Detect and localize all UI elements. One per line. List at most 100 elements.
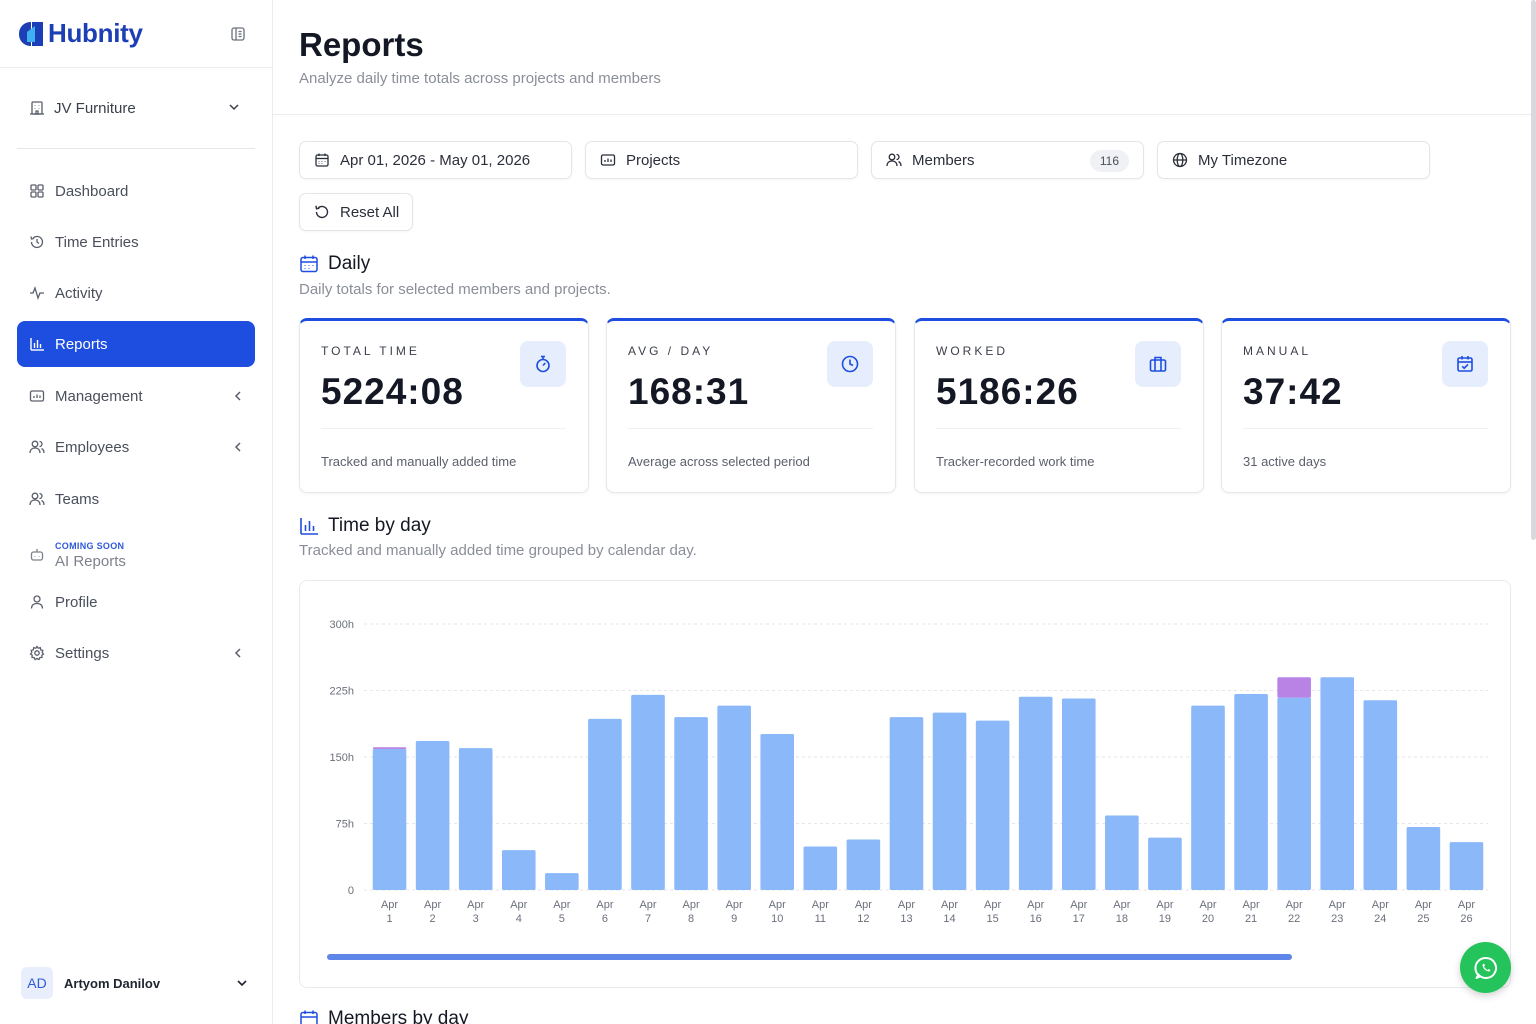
bar-tracked xyxy=(1018,696,1053,890)
sidebar-divider xyxy=(17,148,255,149)
sidebar-item-label: Management xyxy=(55,387,143,405)
bar-tracked xyxy=(717,705,751,890)
chevron-down-icon xyxy=(229,104,239,111)
x-tick-label: Apr xyxy=(1199,899,1216,911)
chevron-left-icon xyxy=(234,442,241,452)
sidebar-item-employees[interactable]: Employees xyxy=(17,424,255,470)
sidebar-item-label: Settings xyxy=(55,644,110,662)
folder-chart-icon xyxy=(29,390,45,402)
sidebar-item-profile[interactable]: Profile xyxy=(17,579,255,625)
sidebar-item-teams[interactable]: Teams xyxy=(17,476,255,522)
card-divider xyxy=(321,428,566,429)
bar-tracked xyxy=(932,712,967,890)
projects-filter[interactable]: Projects xyxy=(585,141,858,179)
x-tick-label: Apr xyxy=(1070,899,1087,911)
sidebar-item-label: Activity xyxy=(55,284,103,302)
sidebar-item-dashboard[interactable]: Dashboard xyxy=(17,168,255,214)
chevron-left-icon xyxy=(234,648,241,658)
page-scrollbar[interactable] xyxy=(1531,0,1536,540)
bar-tracked xyxy=(674,717,708,890)
x-tick-label: 21 xyxy=(1245,913,1257,925)
avatar: AD xyxy=(21,967,53,999)
x-tick-label: Apr xyxy=(812,899,829,911)
card-divider xyxy=(936,428,1181,429)
x-tick-label: Apr xyxy=(726,899,743,911)
x-tick-label: Apr xyxy=(1156,899,1173,911)
sidebar-item-reports[interactable]: Reports xyxy=(17,321,255,367)
x-tick-label: Apr xyxy=(424,899,441,911)
x-tick-label: 9 xyxy=(731,913,737,925)
bar-tracked xyxy=(415,741,450,890)
calendar-icon xyxy=(300,255,318,273)
bar-tracked xyxy=(1277,697,1311,890)
sidebar-item-label: Profile xyxy=(55,593,98,611)
bar-tracked xyxy=(1234,694,1268,890)
bar-tracked xyxy=(372,749,407,890)
time-by-day-title: Time by day xyxy=(328,515,431,536)
chart-scrollbar[interactable] xyxy=(327,954,1292,960)
bar-chart: 0 75h 150h 225h 300h Apr 1 Apr 2 Apr 3 Apr 4 Apr 5 Apr 6… xyxy=(330,619,1488,925)
bar-tracked xyxy=(1406,827,1441,890)
calendar-icon xyxy=(315,153,329,167)
bar-tracked xyxy=(1148,837,1182,890)
stat-card-worked: WORKED 5186:26 Tracker-recorded work tim… xyxy=(914,318,1204,493)
bar-chart-icon xyxy=(30,338,44,351)
date-range-value: Apr 01, 2026 - May 01, 2026 xyxy=(340,151,531,169)
sidebar-item-label: Dashboard xyxy=(55,182,129,200)
grid-icon xyxy=(30,184,44,198)
x-tick-label: 15 xyxy=(986,913,998,925)
x-tick-label: 17 xyxy=(1073,913,1085,925)
sidebar-item-management[interactable]: Management xyxy=(17,373,255,419)
timezone-selector[interactable]: My Timezone xyxy=(1157,141,1430,179)
bar-chart-icon xyxy=(300,518,318,535)
stat-card-total-time: TOTAL TIME 5224:08 Tracked and manually … xyxy=(299,318,589,493)
bot-icon xyxy=(30,549,44,561)
time-by-day-section-title: Time by day xyxy=(299,515,431,537)
bar-manual xyxy=(1277,677,1311,698)
x-tick-label: Apr xyxy=(639,899,656,911)
sidebar-item-activity[interactable]: Activity xyxy=(17,270,255,316)
stat-description: 31 active days xyxy=(1243,454,1327,469)
sidebar-item-label: Time Entries xyxy=(55,233,139,251)
x-tick-label: Apr xyxy=(596,899,613,911)
sidebar-item-settings[interactable]: Settings xyxy=(17,630,255,676)
bar-tracked xyxy=(501,850,536,890)
x-tick-label: 8 xyxy=(688,913,694,925)
bar-tracked xyxy=(588,718,622,890)
page-title: Reports xyxy=(299,26,424,63)
x-tick-label: 14 xyxy=(943,913,955,925)
history-icon xyxy=(30,235,44,249)
bar-tracked xyxy=(1191,705,1225,890)
bar-tracked xyxy=(458,748,493,890)
x-tick-label: Apr xyxy=(381,899,398,911)
sidebar-item-ai-reports[interactable]: COMING SOON AI Reports xyxy=(17,530,255,580)
workspace-selector[interactable]: JV Furniture xyxy=(17,86,255,130)
sidebar-item-label: Employees xyxy=(55,438,130,456)
sidebar-item-time-entries[interactable]: Time Entries xyxy=(17,219,255,265)
x-tick-label: 7 xyxy=(645,913,651,925)
whatsapp-chat-button[interactable] xyxy=(1460,942,1511,993)
reset-all-button[interactable]: Reset All xyxy=(299,193,413,231)
x-tick-label: 19 xyxy=(1159,913,1171,925)
sidebar-item-label: Reports xyxy=(55,335,108,353)
x-tick-label: 26 xyxy=(1460,913,1472,925)
y-tick-label: 225h xyxy=(330,686,354,698)
stat-value: 5224:08 xyxy=(321,371,464,412)
clock-icon xyxy=(827,341,873,387)
user-menu[interactable]: AD Artyom Danilov xyxy=(21,966,257,1000)
sidebar: Hubnity JV Furniture Dashboard Time Entr… xyxy=(0,0,273,1024)
x-tick-label: 22 xyxy=(1288,913,1300,925)
members-filter[interactable]: Members 116 xyxy=(871,141,1144,179)
date-range-picker[interactable]: Apr 01, 2026 - May 01, 2026 xyxy=(299,141,572,179)
bar-tracked xyxy=(889,717,924,890)
sidebar-toggle-icon[interactable] xyxy=(230,26,246,42)
bar-tracked xyxy=(1320,677,1355,890)
stat-label: MANUAL xyxy=(1243,344,1312,358)
user-name: Artyom Danilov xyxy=(64,975,161,991)
y-tick-label: 150h xyxy=(330,752,354,764)
stopwatch-icon xyxy=(520,341,566,387)
gear-icon xyxy=(29,645,45,661)
whatsapp-icon xyxy=(1473,956,1497,979)
x-tick-label: 6 xyxy=(602,913,608,925)
y-tick-label: 75h xyxy=(336,819,354,831)
